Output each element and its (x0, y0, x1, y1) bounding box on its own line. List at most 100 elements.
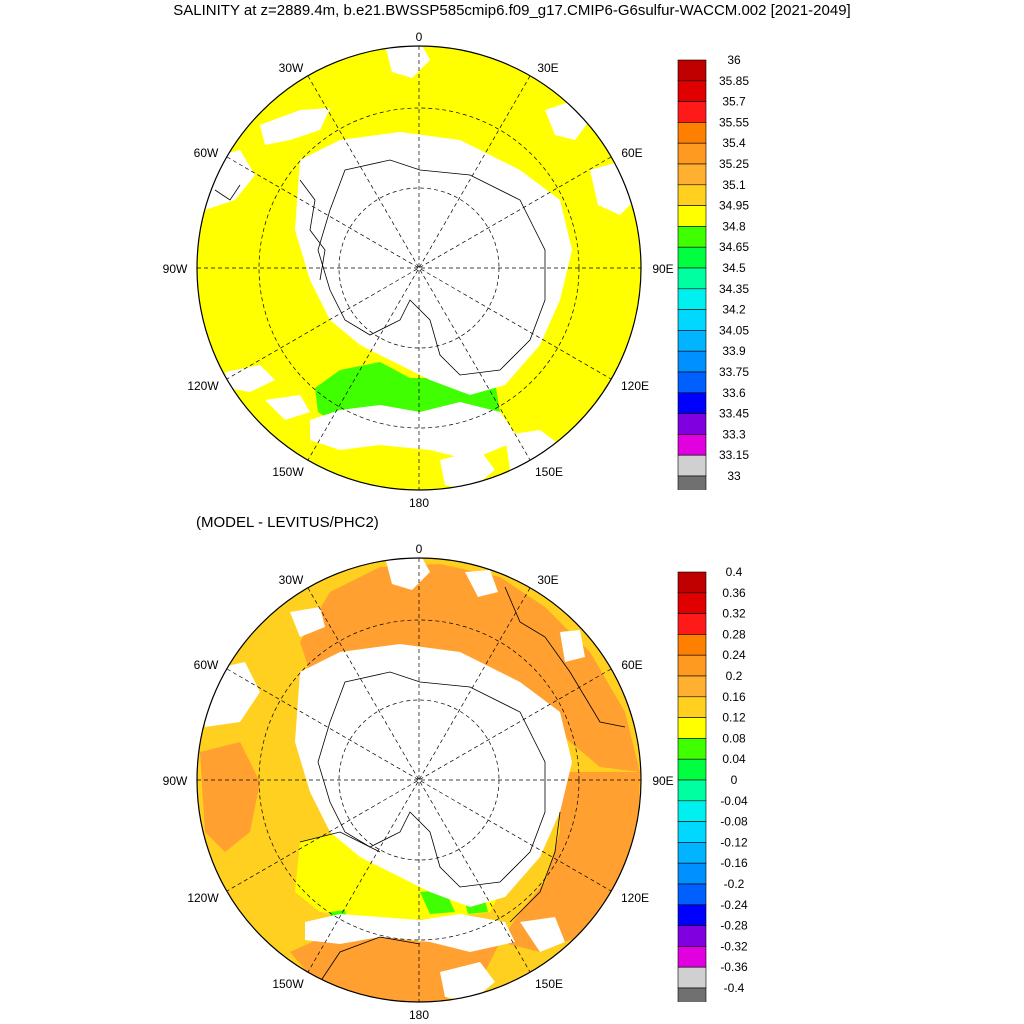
lon-label-90w: 90W (163, 262, 188, 276)
ross-ice-shelf-gap (305, 914, 515, 952)
colorbar-top-swatch (677, 142, 707, 165)
map-boundary (196, 45, 642, 491)
lon-label-150e: 150E (535, 977, 563, 991)
lon-label-60w: 60W (194, 146, 219, 160)
difference-subtitle: (MODEL - LEVITUS/PHC2) (196, 514, 379, 531)
lon-label-30e: 30E (537, 61, 558, 75)
white-patch-180 (440, 450, 495, 490)
colorbar-bottom-swatch (677, 592, 707, 614)
colorbar-top-tick-label: 33 (727, 469, 741, 483)
colorbar-bottom-swatch (677, 613, 707, 635)
colorbar-top-swatch (677, 350, 707, 373)
colorbar-top-tick-label: 35.4 (722, 136, 746, 150)
colorbar-bottom-tick-label: -0.04 (720, 794, 748, 808)
white-patch-180 (440, 962, 495, 1002)
colorbar-bottom-tick-label: 0.4 (726, 565, 743, 579)
colorbar-top-swatch (677, 267, 707, 290)
colorbar-bottom-swatch (677, 738, 707, 760)
plot-title: SALINITY at z=2889.4m, b.e21.BWSSP585cmi… (173, 2, 851, 19)
colorbar-bottom-tick-label: -0.08 (720, 815, 748, 829)
colorbar-bottom-tick-label: -0.16 (720, 856, 748, 870)
lon-label-120e: 120E (621, 379, 649, 393)
lon-label-180: 180 (409, 1008, 429, 1022)
colorbar-bottom-swatch (677, 987, 707, 1002)
colorbar-top-tick-label: 34.8 (722, 219, 746, 233)
colorbar-top-tick-label: 35.1 (722, 178, 746, 192)
colorbar-bottom-swatch (677, 571, 707, 594)
colorbar-top-swatch (677, 205, 707, 227)
colorbar-bottom-tick-label: 0.12 (722, 711, 746, 725)
lon-label-30e: 30E (537, 573, 558, 587)
colorbar-top-swatch (677, 184, 707, 206)
colorbar-difference: 0.4 0.36 0.32 0.28 0.24 0.2 0.16 0.12 0.08 0.04 0 -… (677, 565, 748, 1002)
lon-label-90e: 90E (652, 774, 673, 788)
lon-label-120e: 120E (621, 891, 649, 905)
lon-label-150e: 150E (535, 465, 563, 479)
colorbar-bottom-tick-label: 0.08 (722, 731, 746, 745)
colorbar-bottom-tick-label: 0.16 (722, 690, 746, 704)
colorbar-top-swatch (677, 454, 707, 477)
colorbar-bottom-tick-label: -0.4 (724, 981, 745, 995)
colorbar-bottom-tick-label: 0.04 (722, 752, 746, 766)
lon-label-180: 180 (409, 496, 429, 510)
white-patch-135w (225, 365, 275, 392)
colorbar-bottom-tick-label: 0.32 (722, 607, 746, 621)
colorbar-bottom-tick-label: 0 (731, 773, 738, 787)
colorbar-top-tick-label: 34.95 (719, 199, 749, 213)
colorbar-bottom-swatch (677, 696, 707, 718)
antarctic-continent (295, 132, 572, 395)
colorbar-bottom-tick-label: -0.12 (720, 835, 748, 849)
colorbar-bottom-tick-label: 0.36 (722, 586, 746, 600)
colorbar-bottom-swatch (677, 717, 707, 739)
colorbar-bottom-tick-label: -0.2 (724, 877, 745, 891)
lon-label-90w: 90W (163, 774, 188, 788)
colorbar-top-swatch (677, 413, 707, 435)
lon-label-0: 0 (416, 542, 423, 556)
colorbar-top-swatch (677, 59, 707, 82)
colorbar-top-swatch (677, 246, 707, 269)
lon-label-60e: 60E (621, 146, 642, 160)
lon-label-60w: 60W (194, 658, 219, 672)
colorbar-top-tick-label: 34.5 (722, 261, 746, 275)
colorbar-bottom-tick-label: -0.32 (720, 939, 748, 953)
white-patch-30w (290, 607, 325, 637)
colorbar-top-tick-label: 33.15 (719, 448, 749, 462)
colorbar-top-swatch (677, 330, 707, 352)
colorbar-bottom-tick-label: 0.28 (722, 627, 746, 641)
colorbar-top-tick-label: 34.2 (722, 303, 746, 317)
colorbar-top-swatch (677, 288, 707, 310)
colorbar-bottom-swatch (677, 925, 707, 947)
ross-ice-shelf-gap (310, 402, 520, 460)
colorbar-top-tick-label: 33.45 (719, 407, 749, 421)
coastlines (214, 159, 546, 376)
colorbar-top-swatch (677, 434, 707, 456)
colorbar-bottom-swatch (677, 842, 707, 864)
colorbar-top-tick-label: 35.55 (719, 115, 749, 129)
colorbar-top-tick-label: 34.35 (719, 282, 749, 296)
colorbar-bottom-swatch (677, 675, 707, 698)
lon-label-120w: 120W (187, 891, 219, 905)
colorbar-bottom-swatch (677, 634, 707, 656)
colorbar-bottom-tick-label: -0.36 (720, 960, 748, 974)
lon-label-60e: 60E (621, 658, 642, 672)
colorbar-top-tick-label: 34.65 (719, 240, 749, 254)
graticule (197, 558, 641, 1002)
colorbar-bottom-swatch (677, 800, 707, 822)
colorbar-bottom-tick-label: -0.24 (720, 898, 748, 912)
colorbar-bottom-tick-label: -0.28 (720, 919, 748, 933)
lon-label-0: 0 (416, 30, 423, 44)
white-patch-30w (260, 108, 330, 145)
colorbar-top-swatch (677, 392, 707, 414)
colorbar-bottom-swatch (677, 821, 707, 843)
colorbar-bottom-swatch (677, 966, 707, 989)
colorbar-top-swatch (677, 80, 707, 102)
colorbar-top-tick-label: 33.9 (722, 344, 746, 358)
colorbar-top-tick-label: 33.3 (722, 427, 746, 441)
colorbar-top-swatch (677, 163, 707, 186)
lon-label-30w: 30W (279, 573, 304, 587)
salinity-polar-map: 0 30E 60E 90E 120E 150E 180 150W 120W 90… (163, 30, 674, 510)
colorbar-top-swatch (677, 309, 707, 331)
colorbar-top-tick-label: 36 (727, 53, 741, 67)
field-orange-west (200, 742, 260, 852)
colorbar-bottom-swatch (677, 779, 707, 802)
